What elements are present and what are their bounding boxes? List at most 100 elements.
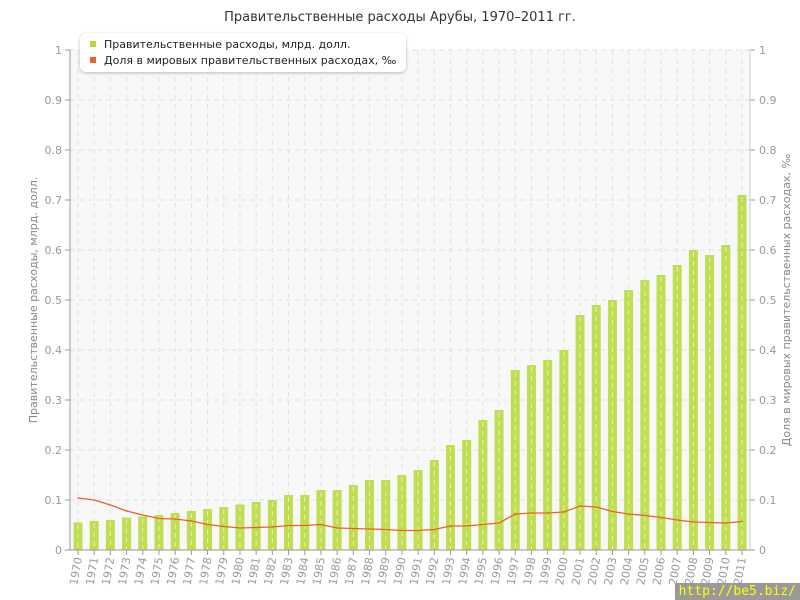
- bar: [462, 440, 472, 550]
- x-tick-label: 1988: [359, 556, 377, 586]
- y-tick-label-left: 0: [55, 544, 62, 557]
- line-point: [303, 524, 306, 527]
- bar: [397, 475, 407, 550]
- y-tick-label-right: 0.3: [759, 394, 777, 407]
- x-tick-label: 2010: [715, 556, 733, 586]
- line-point: [725, 522, 727, 524]
- line-point: [125, 510, 128, 512]
- x-tick-label: 1989: [375, 556, 393, 586]
- line-point: [741, 520, 743, 523]
- x-tick-label: 2004: [618, 556, 636, 586]
- y-tick-label-left: 0.7: [45, 194, 63, 207]
- y-tick-label-right: 0: [759, 544, 766, 557]
- x-tick-label: 1993: [440, 556, 458, 586]
- x-tick-label: 2011: [731, 556, 749, 586]
- bar: [122, 517, 132, 550]
- line-point: [433, 528, 436, 531]
- y-tick-label-left: 0.1: [45, 494, 63, 507]
- x-tick-label: 2006: [650, 556, 668, 586]
- x-tick-label: 1992: [424, 556, 442, 586]
- line-point: [271, 526, 274, 528]
- line-point: [77, 497, 79, 499]
- x-tick-label: 2005: [634, 556, 652, 586]
- bar: [284, 495, 294, 550]
- y-tick-label-left: 0.3: [45, 394, 63, 407]
- y-tick-label-left: 0.4: [45, 344, 63, 357]
- x-tick-label: 1990: [391, 556, 409, 586]
- x-tick-label: 1980: [229, 556, 247, 586]
- bar: [186, 511, 196, 550]
- y-tick-label-left: 0.9: [45, 94, 63, 107]
- line-point: [498, 522, 500, 524]
- bar: [138, 516, 148, 550]
- line-point: [239, 527, 241, 529]
- bar: [170, 513, 180, 550]
- y-tick-label-left: 0.5: [45, 294, 63, 307]
- watermark[interactable]: http://be5.biz/: [674, 583, 800, 600]
- bar: [445, 445, 455, 550]
- line-point: [644, 514, 646, 517]
- x-tick-label: 1998: [521, 556, 539, 586]
- x-tick-label: 2008: [683, 556, 701, 586]
- x-tick-label: 1976: [164, 556, 182, 586]
- line-point: [546, 512, 549, 514]
- y-axis-title-right: Доля в мировых правительственных расхода…: [780, 154, 793, 447]
- x-tick-label: 2009: [699, 556, 717, 586]
- x-tick-label: 1999: [537, 556, 555, 586]
- line-point: [158, 517, 160, 520]
- line-point: [708, 521, 711, 524]
- x-tick-label: 1991: [407, 556, 425, 586]
- line-point: [465, 525, 468, 527]
- x-tick-label: 2003: [602, 556, 620, 586]
- line-point: [255, 526, 257, 529]
- line-point: [417, 529, 419, 532]
- bar: [672, 265, 682, 550]
- line-point: [660, 516, 662, 519]
- x-tick-label: 1986: [326, 556, 344, 586]
- line-point: [222, 525, 225, 528]
- line-point: [627, 513, 630, 515]
- line-series: [77, 497, 743, 532]
- x-tick-label: 1987: [343, 556, 361, 586]
- x-tick-label: 1981: [245, 556, 263, 586]
- line-point: [579, 505, 581, 507]
- line-point: [93, 499, 95, 501]
- x-tick-label: 2007: [667, 556, 685, 586]
- bar: [429, 460, 439, 550]
- y-tick-label-left: 1: [55, 44, 62, 57]
- line-point: [141, 514, 144, 516]
- line-point: [449, 525, 452, 527]
- plot-area: [70, 50, 750, 550]
- line-point: [595, 506, 598, 508]
- line-point: [320, 523, 322, 526]
- legend-item-bar[interactable]: Правительственные расходы, млрд. долл.: [90, 36, 396, 52]
- bar: [721, 245, 731, 550]
- line-point: [401, 529, 403, 532]
- line-point: [174, 518, 176, 520]
- bar: [300, 495, 310, 550]
- line-point: [611, 510, 614, 513]
- bar: [575, 315, 585, 550]
- bar: [154, 515, 164, 550]
- line-point: [352, 527, 355, 530]
- bar: [381, 480, 391, 550]
- bar: [365, 480, 375, 550]
- x-tick-label: 2000: [553, 556, 571, 586]
- x-tick-label: 1970: [67, 556, 85, 586]
- x-tick-label: 1983: [278, 556, 296, 586]
- y-tick-label-right: 0.7: [759, 194, 777, 207]
- bar: [607, 300, 617, 550]
- x-tick-label: 1997: [505, 556, 523, 586]
- line-point: [368, 528, 371, 530]
- legend-swatch-line: [90, 57, 96, 63]
- chart-title: Правительственные расходы Арубы, 1970–20…: [224, 10, 576, 25]
- y-tick-label-left: 0.6: [45, 244, 63, 257]
- legend-item-line[interactable]: Доля в мировых правительственных расхода…: [90, 52, 396, 68]
- x-tick-label: 1996: [488, 556, 506, 586]
- y-tick-label-left: 0.2: [45, 444, 63, 457]
- line-point: [482, 523, 484, 526]
- bar: [640, 280, 650, 550]
- legend-label: Доля в мировых правительственных расхода…: [104, 53, 397, 67]
- y-tick-label-right: 0.2: [759, 444, 777, 457]
